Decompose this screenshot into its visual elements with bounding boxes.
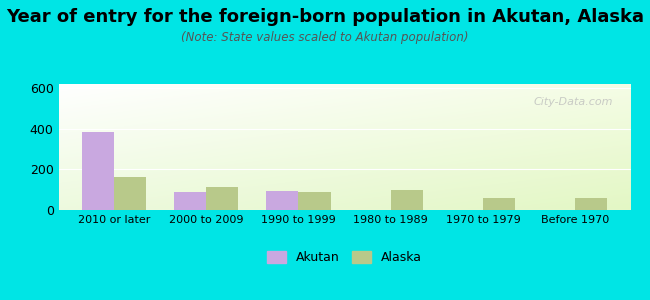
Text: (Note: State values scaled to Akutan population): (Note: State values scaled to Akutan pop… [181, 32, 469, 44]
Bar [483, 198, 515, 210]
Bar [174, 192, 206, 210]
Bar [114, 178, 146, 210]
Bar [391, 190, 423, 210]
Bar [575, 198, 608, 210]
Legend: Akutan, Alaska: Akutan, Alaska [262, 246, 427, 269]
Text: Year of entry for the foreign-born population in Akutan, Alaska: Year of entry for the foreign-born popul… [6, 8, 644, 26]
Bar [298, 192, 331, 210]
Text: City-Data.com: City-Data.com [534, 97, 614, 106]
Bar [206, 187, 239, 210]
Bar [266, 191, 298, 210]
Bar [81, 132, 114, 210]
